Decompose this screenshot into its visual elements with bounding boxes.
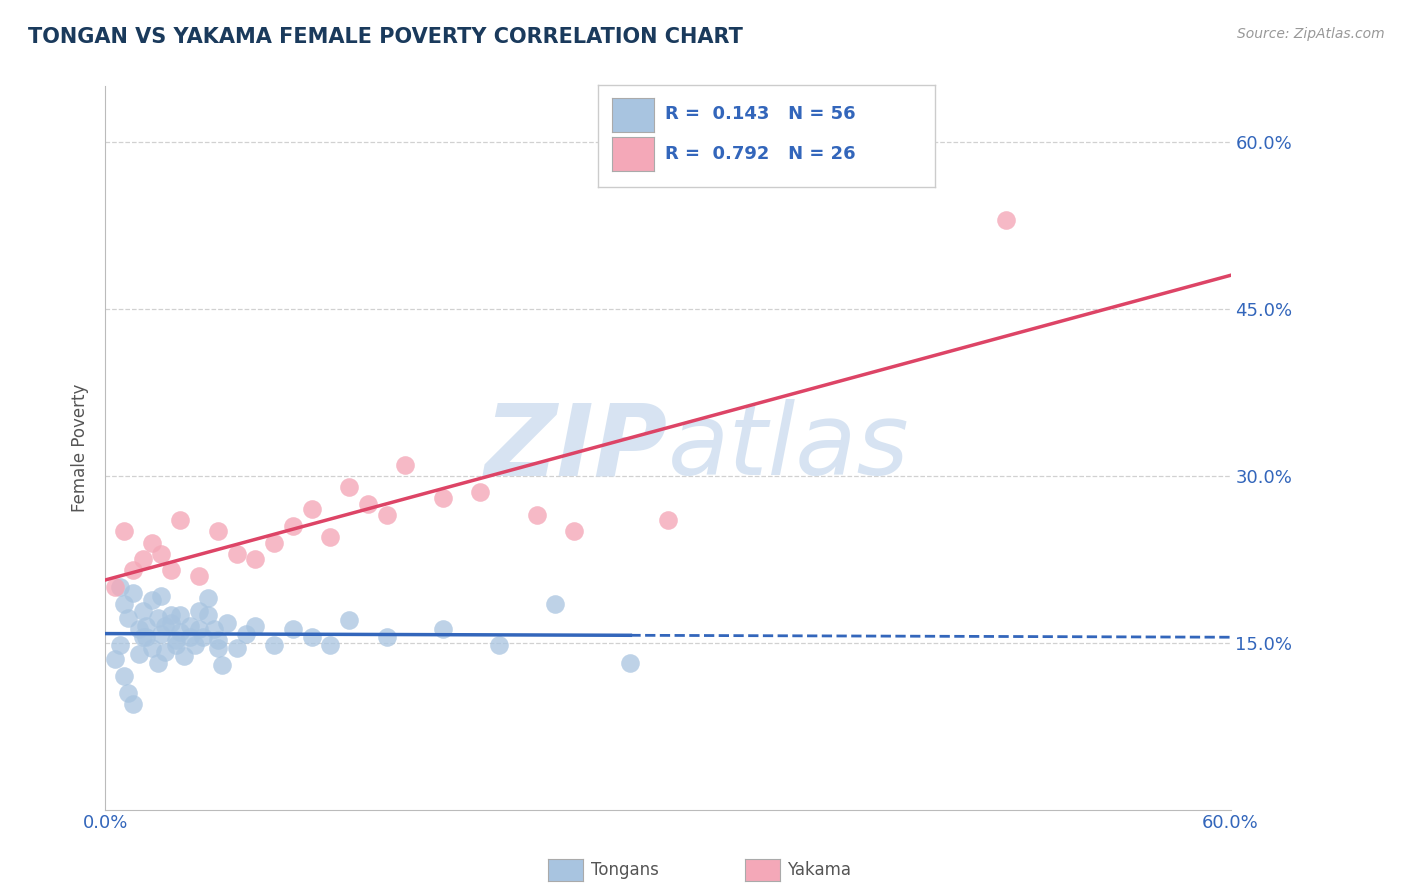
Point: [432, 491, 454, 505]
Point: [104, 652, 127, 666]
Point: [110, 638, 132, 652]
Point: [337, 480, 360, 494]
Point: [197, 607, 219, 622]
Point: [319, 530, 342, 544]
Point: [150, 626, 173, 640]
Point: [357, 497, 380, 511]
Point: [562, 524, 585, 539]
Point: [155, 644, 177, 658]
Y-axis label: Female Poverty: Female Poverty: [72, 384, 89, 512]
Point: [128, 647, 150, 661]
Point: [432, 622, 454, 636]
Point: [132, 605, 155, 619]
Point: [128, 622, 150, 636]
Point: [245, 619, 267, 633]
Point: [301, 502, 323, 516]
Point: [160, 607, 183, 622]
Point: [197, 591, 219, 606]
Point: [245, 552, 267, 566]
Point: [301, 630, 323, 644]
Point: [146, 611, 169, 625]
Point: [235, 626, 257, 640]
Point: [188, 622, 211, 636]
Point: [225, 547, 247, 561]
Point: [160, 563, 183, 577]
Point: [544, 597, 567, 611]
Point: [470, 485, 492, 500]
Point: [117, 686, 139, 700]
Point: [166, 638, 188, 652]
Point: [488, 638, 510, 652]
Point: [132, 630, 155, 644]
Point: [207, 633, 229, 648]
Text: ZIP: ZIP: [485, 400, 668, 497]
Point: [122, 585, 145, 599]
Point: [179, 630, 201, 644]
Point: [526, 508, 548, 522]
Point: [122, 697, 145, 711]
Point: [122, 563, 145, 577]
Point: [166, 633, 188, 648]
Point: [207, 641, 229, 656]
Point: [207, 524, 229, 539]
Point: [184, 638, 207, 652]
Point: [112, 597, 135, 611]
Point: [135, 619, 157, 633]
Point: [132, 552, 155, 566]
Point: [375, 508, 398, 522]
Point: [110, 580, 132, 594]
Text: R =  0.792   N = 26: R = 0.792 N = 26: [665, 145, 856, 163]
Point: [619, 656, 641, 670]
Point: [202, 622, 225, 636]
Point: [191, 630, 214, 644]
Point: [117, 611, 139, 625]
Point: [141, 535, 163, 549]
Point: [188, 569, 211, 583]
Point: [319, 638, 342, 652]
Point: [146, 656, 169, 670]
Point: [179, 619, 201, 633]
Point: [141, 641, 163, 656]
Point: [281, 518, 304, 533]
Point: [169, 607, 191, 622]
Point: [263, 535, 285, 549]
Point: [169, 624, 191, 639]
Point: [173, 648, 195, 663]
Text: Tongans: Tongans: [591, 861, 658, 879]
Point: [141, 593, 163, 607]
Point: [104, 580, 127, 594]
Text: atlas: atlas: [668, 400, 910, 497]
Point: [169, 513, 191, 527]
Text: R =  0.143   N = 56: R = 0.143 N = 56: [665, 105, 856, 123]
Point: [281, 622, 304, 636]
Point: [217, 615, 239, 630]
Point: [375, 630, 398, 644]
Point: [112, 524, 135, 539]
Text: TONGAN VS YAKAMA FEMALE POVERTY CORRELATION CHART: TONGAN VS YAKAMA FEMALE POVERTY CORRELAT…: [28, 27, 742, 46]
Point: [150, 547, 173, 561]
Point: [394, 458, 416, 472]
Text: Yakama: Yakama: [787, 861, 852, 879]
Point: [657, 513, 679, 527]
Point: [160, 615, 183, 630]
Point: [225, 641, 247, 656]
Point: [994, 212, 1017, 227]
Point: [150, 589, 173, 603]
Point: [112, 669, 135, 683]
Point: [211, 657, 233, 672]
Point: [188, 605, 211, 619]
Point: [135, 630, 157, 644]
Text: Source: ZipAtlas.com: Source: ZipAtlas.com: [1237, 27, 1385, 41]
Point: [263, 638, 285, 652]
Point: [337, 614, 360, 628]
Point: [155, 619, 177, 633]
